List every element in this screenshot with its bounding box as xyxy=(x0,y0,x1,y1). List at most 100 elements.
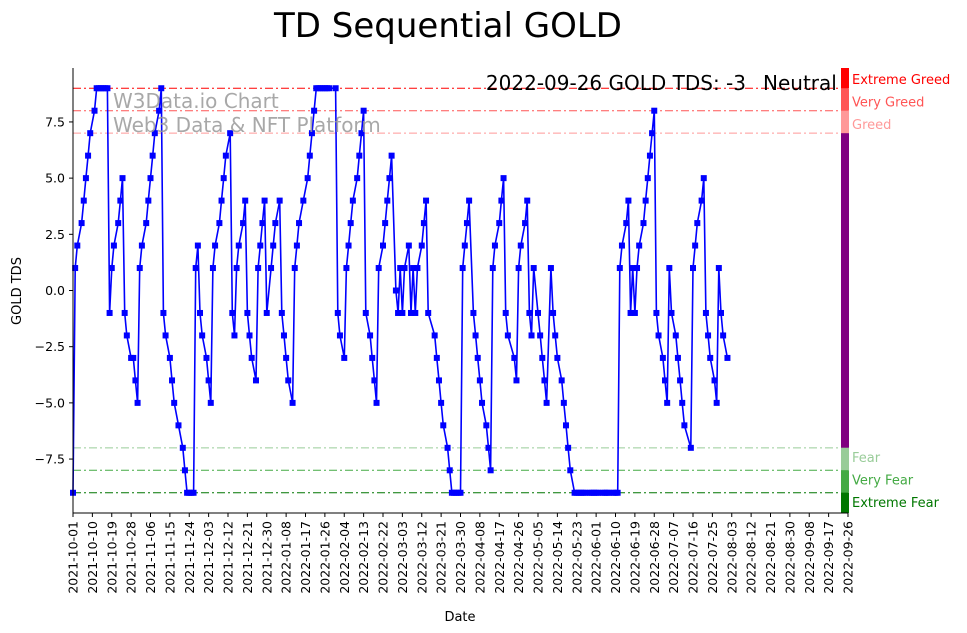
data-point xyxy=(552,332,559,339)
y-axis-label: GOLD TDS xyxy=(10,257,25,325)
x-tick-label: 2022-07-07 xyxy=(666,521,681,594)
data-point xyxy=(306,152,313,159)
y-tick-label: −7.5 xyxy=(35,452,65,467)
data-point xyxy=(270,242,277,249)
data-point xyxy=(179,444,186,451)
data-point xyxy=(550,309,557,316)
data-point xyxy=(375,265,382,272)
data-point xyxy=(212,242,219,249)
data-point xyxy=(229,309,236,316)
x-tick-label: 2022-02-22 xyxy=(376,521,391,594)
status-label: Neutral xyxy=(763,71,837,95)
data-point xyxy=(655,332,662,339)
data-point xyxy=(681,422,688,429)
data-point xyxy=(524,197,531,204)
data-point xyxy=(104,85,111,92)
data-point xyxy=(233,265,240,272)
data-point xyxy=(472,332,479,339)
data-point xyxy=(522,220,529,227)
data-point xyxy=(87,130,94,137)
data-point xyxy=(664,399,671,406)
data-point xyxy=(106,309,113,316)
x-tick-label: 2022-09-26 xyxy=(841,521,856,594)
data-point xyxy=(175,422,182,429)
data-point xyxy=(515,265,522,272)
data-point xyxy=(399,309,406,316)
data-point xyxy=(311,107,318,114)
data-point xyxy=(634,265,641,272)
data-point xyxy=(715,265,722,272)
data-point xyxy=(724,354,731,361)
data-point xyxy=(487,467,494,474)
data-point xyxy=(713,399,720,406)
data-point xyxy=(384,197,391,204)
data-point xyxy=(145,197,152,204)
data-point xyxy=(687,444,694,451)
data-point xyxy=(631,309,638,316)
data-point xyxy=(371,377,378,384)
data-point xyxy=(547,265,554,272)
data-point xyxy=(504,332,511,339)
data-point xyxy=(407,309,414,316)
data-point xyxy=(560,399,567,406)
data-point xyxy=(285,377,292,384)
data-point xyxy=(502,309,509,316)
side-bar-segment-1 xyxy=(841,88,849,111)
data-point xyxy=(541,377,548,384)
data-point xyxy=(169,377,176,384)
data-point xyxy=(707,354,714,361)
data-point xyxy=(692,242,699,249)
data-point xyxy=(517,242,524,249)
data-point xyxy=(162,332,169,339)
data-point xyxy=(326,85,333,92)
data-point xyxy=(392,287,399,294)
data-point xyxy=(562,422,569,429)
data-point xyxy=(410,265,417,272)
data-point xyxy=(261,197,268,204)
data-point xyxy=(423,197,430,204)
data-point xyxy=(395,309,402,316)
y-tick-label: −2.5 xyxy=(35,339,65,354)
data-point xyxy=(194,242,201,249)
x-tick-label: 2021-12-21 xyxy=(240,521,255,594)
data-point xyxy=(530,265,537,272)
x-tick-label: 2022-05-23 xyxy=(569,521,584,594)
data-point xyxy=(216,220,223,227)
x-tick-label: 2022-01-08 xyxy=(279,521,294,594)
data-point xyxy=(108,265,115,272)
data-point xyxy=(278,309,285,316)
x-tick-label: 2022-07-16 xyxy=(686,521,701,594)
x-axis-label: Date xyxy=(444,610,475,625)
data-point xyxy=(483,422,490,429)
data-point xyxy=(156,107,163,114)
data-point xyxy=(347,220,354,227)
x-tick-label: 2021-10-10 xyxy=(85,521,100,594)
data-point xyxy=(651,107,658,114)
data-point xyxy=(702,309,709,316)
x-tick-label: 2022-05-05 xyxy=(531,521,546,594)
data-point xyxy=(252,377,259,384)
data-point xyxy=(463,220,470,227)
data-point xyxy=(623,220,630,227)
data-point xyxy=(280,332,287,339)
data-point xyxy=(558,377,565,384)
data-point xyxy=(700,175,707,182)
data-point xyxy=(121,309,128,316)
data-point xyxy=(535,309,541,316)
data-point xyxy=(91,107,98,114)
data-point xyxy=(479,399,486,406)
data-point xyxy=(511,354,518,361)
zone-label-1: Very Greed xyxy=(852,96,924,111)
side-bar-segment-5 xyxy=(841,470,849,493)
data-point xyxy=(433,354,440,361)
x-tick-label: 2022-06-10 xyxy=(608,521,623,594)
data-point xyxy=(332,85,339,92)
x-tick-label: 2022-06-19 xyxy=(627,521,642,594)
side-bar-segment-0 xyxy=(841,68,849,89)
data-point xyxy=(537,332,544,339)
data-point xyxy=(489,265,496,272)
data-point xyxy=(543,399,550,406)
data-point xyxy=(418,242,425,249)
data-point xyxy=(268,265,275,272)
